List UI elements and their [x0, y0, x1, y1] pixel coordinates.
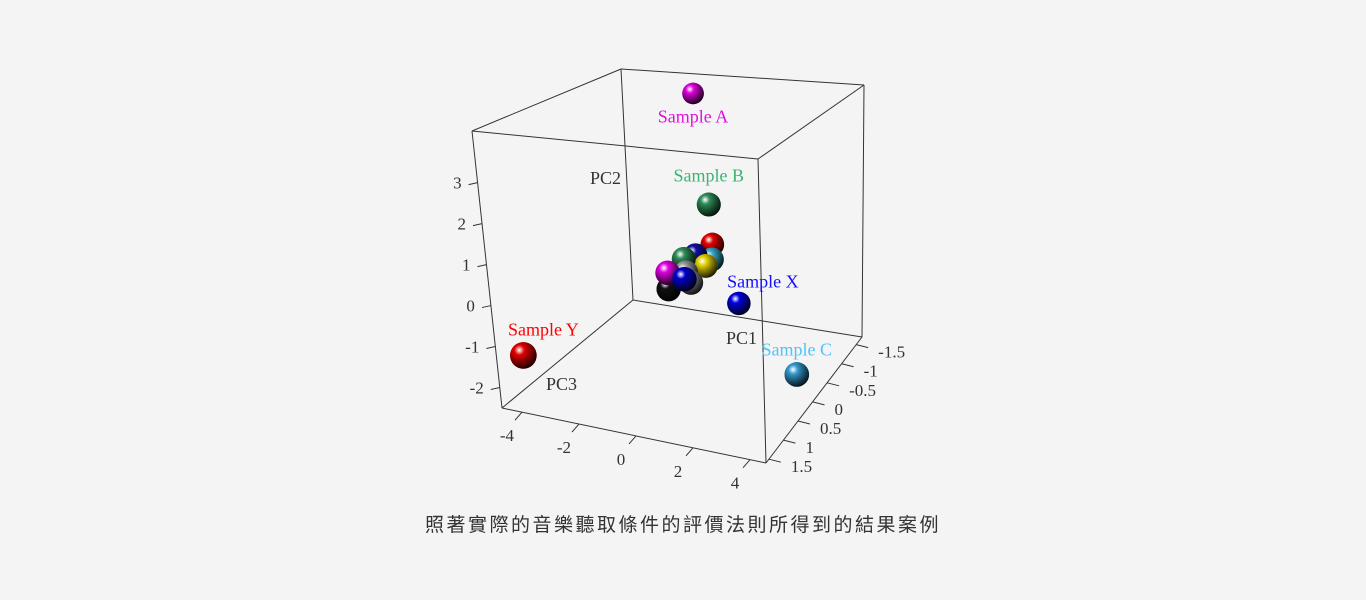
- tick-label-pc1: 0.5: [820, 419, 841, 438]
- tick-label-pc1: 0: [835, 400, 844, 419]
- tick-label-pc2: 0: [466, 297, 475, 316]
- tick-label-pc2: 1: [462, 256, 471, 275]
- tick-mark-pc2: [481, 305, 492, 309]
- tick-mark-pc1: [856, 344, 869, 349]
- tick-label-pc3: 0: [617, 450, 626, 469]
- sphere-shading: [784, 362, 810, 387]
- tick-label-pc1: 1.5: [791, 457, 812, 476]
- tick-mark-pc1: [826, 382, 840, 387]
- tick-label-pc3: 2: [674, 462, 683, 481]
- plot-box: [471, 68, 865, 464]
- point-label: Sample B: [674, 166, 745, 186]
- data-point: Sample A: [658, 82, 729, 126]
- sphere-shading: [727, 291, 751, 316]
- data-point: [672, 267, 697, 292]
- sphere-shading: [693, 254, 718, 278]
- tick-mark-pc3: [685, 447, 694, 457]
- tick-label-pc3: 4: [731, 474, 740, 493]
- box-edge: [501, 407, 767, 464]
- point-label: Sample A: [658, 106, 729, 126]
- box-edge: [620, 68, 634, 301]
- tick-mark-pc3: [514, 411, 523, 421]
- axis-title-pc2: PC2: [590, 168, 621, 188]
- box-edge: [620, 68, 865, 86]
- tick-label-pc2: -1: [465, 338, 479, 357]
- data-point: [693, 254, 718, 278]
- tick-mark-pc1: [783, 439, 796, 444]
- data-point: Sample Y: [508, 319, 579, 369]
- tick-label-pc2: 3: [453, 174, 462, 193]
- tick-mark-pc3: [628, 435, 637, 445]
- tick-label-pc3: -4: [500, 426, 515, 445]
- figure-caption: 照著實際的音樂聽取條件的評價法則所得到的結果案例: [424, 514, 941, 536]
- box-edge: [757, 84, 865, 160]
- box-edge: [471, 68, 622, 132]
- data-points: Sample A Sample X Sample B Sample C Sample Y: [508, 82, 833, 387]
- sphere-shading: [696, 192, 721, 217]
- point-label: Sample Y: [508, 319, 579, 339]
- tick-mark-pc3: [742, 459, 751, 469]
- box-edge: [632, 299, 863, 338]
- tick-label-pc1: -1: [864, 362, 878, 381]
- tick-mark-pc2: [477, 264, 487, 268]
- axis-title-pc1: PC1: [726, 328, 757, 348]
- tick-mark-pc1: [768, 458, 782, 463]
- data-point: Sample X: [727, 271, 799, 316]
- box-edge: [471, 130, 759, 160]
- tick-mark-pc3: [571, 423, 580, 433]
- tick-label-pc1: -0.5: [849, 381, 876, 400]
- sphere-shading: [672, 267, 697, 292]
- axis-title-pc3: PC3: [546, 374, 577, 394]
- tick-mark-pc1: [797, 420, 811, 425]
- point-label: Sample X: [727, 271, 799, 291]
- tick-label-pc1: -1.5: [878, 343, 905, 362]
- tick-label-pc3: -2: [557, 438, 571, 457]
- box-edge: [861, 84, 865, 338]
- tick-label-pc2: 2: [458, 215, 467, 234]
- box-edge: [471, 130, 503, 409]
- box-edge: [501, 299, 634, 409]
- sphere-shading: [510, 342, 537, 369]
- tick-mark-pc2: [490, 387, 500, 390]
- tick-label-pc1: 1: [805, 438, 814, 457]
- tick-mark-pc2: [472, 223, 483, 227]
- sphere-shading: [682, 82, 704, 105]
- data-point: Sample C: [762, 339, 833, 387]
- data-point: Sample B: [674, 166, 745, 217]
- tick-label-pc2: -2: [470, 379, 484, 398]
- box-edge: [757, 158, 767, 464]
- tick-mark-pc2: [468, 182, 478, 186]
- tick-mark-pc1: [841, 363, 854, 368]
- tick-mark-pc1: [812, 401, 825, 406]
- box-edge: [765, 336, 863, 464]
- tick-mark-pc2: [486, 346, 496, 350]
- point-label: Sample C: [762, 339, 833, 359]
